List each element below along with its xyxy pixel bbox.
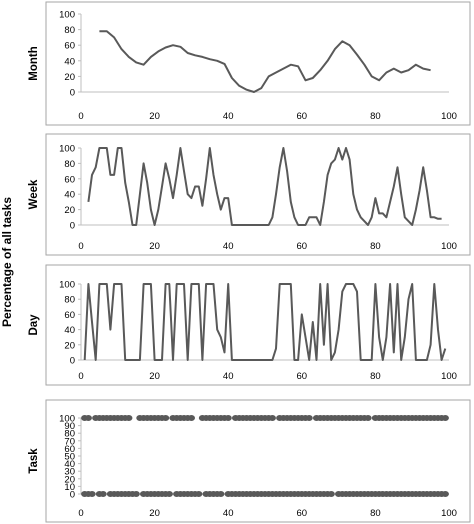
x-tick-label: 80 bbox=[370, 371, 381, 382]
x-tick-label: 100 bbox=[441, 508, 457, 519]
y-tick-label: 40 bbox=[64, 325, 75, 336]
data-point bbox=[224, 415, 232, 421]
y-tick-label: 80 bbox=[64, 295, 75, 306]
data-point bbox=[441, 491, 449, 497]
y-tick-label: 0 bbox=[70, 221, 75, 232]
y-tick-label: 10 bbox=[64, 482, 75, 493]
data-point bbox=[305, 415, 313, 421]
chart-panel-day: 0 20 40 60 80 100 0 20 40 60 80 100 Day bbox=[28, 264, 471, 386]
x-tick-label: 100 bbox=[441, 111, 457, 122]
data-point bbox=[187, 415, 195, 421]
x-tick-label: 0 bbox=[78, 111, 83, 122]
data-point bbox=[195, 491, 203, 497]
x-tick-label: 80 bbox=[370, 241, 381, 252]
chart-frame bbox=[45, 133, 471, 256]
y-tick-label: 60 bbox=[64, 444, 75, 455]
data-point bbox=[132, 491, 140, 497]
y-tick-label: 40 bbox=[64, 459, 75, 470]
chart-panel-week: 0 20 40 60 80 100 0 20 40 60 80 100 Week bbox=[28, 133, 471, 256]
y-tick-label: 80 bbox=[64, 25, 75, 36]
x-tick-label: 60 bbox=[297, 508, 308, 519]
y-tick-label: 60 bbox=[64, 41, 75, 52]
data-point bbox=[165, 491, 173, 497]
y-tick-label: 100 bbox=[59, 280, 75, 291]
data-point bbox=[125, 415, 133, 421]
y-tick-label: 60 bbox=[64, 310, 75, 321]
data-point bbox=[268, 415, 276, 421]
x-tick-label: 40 bbox=[223, 111, 234, 122]
data-point bbox=[217, 491, 225, 497]
y-axis-label-month: Month bbox=[28, 46, 40, 80]
y-tick-label: 80 bbox=[64, 159, 75, 170]
data-point bbox=[99, 491, 107, 497]
y-tick-label: 20 bbox=[64, 340, 75, 351]
x-tick-label: 60 bbox=[297, 371, 308, 382]
x-tick-label: 20 bbox=[149, 111, 160, 122]
y-tick-label: 20 bbox=[64, 205, 75, 216]
y-tick-label: 20 bbox=[64, 474, 75, 485]
data-point bbox=[327, 491, 335, 497]
x-tick-label: 20 bbox=[149, 241, 160, 252]
data-point bbox=[88, 491, 96, 497]
shared-y-axis-label: Percentage of all tasks bbox=[0, 197, 14, 327]
series-line-1 bbox=[83, 283, 447, 361]
x-tick-label: 80 bbox=[370, 111, 381, 122]
data-point bbox=[364, 415, 372, 421]
data-point bbox=[162, 415, 170, 421]
x-tick-label: 20 bbox=[149, 371, 160, 382]
x-tick-label: 80 bbox=[370, 508, 381, 519]
series-line-1 bbox=[87, 147, 442, 226]
x-tick-label: 0 bbox=[78, 508, 83, 519]
x-tick-label: 60 bbox=[297, 241, 308, 252]
x-tick-label: 20 bbox=[149, 508, 160, 519]
x-tick-label: 40 bbox=[223, 371, 234, 382]
y-tick-label: 20 bbox=[64, 72, 75, 83]
data-point bbox=[441, 415, 449, 421]
y-tick-label: 0 bbox=[70, 490, 75, 501]
chart-panel-month: 0 20 40 60 80 100 0 20 40 60 80 100 Month bbox=[28, 1, 471, 126]
x-tick-label: 100 bbox=[441, 371, 457, 382]
chart-frame bbox=[45, 1, 471, 126]
x-tick-label: 0 bbox=[78, 241, 83, 252]
y-axis-label-week: Week bbox=[28, 179, 40, 209]
y-tick-label: 100 bbox=[59, 144, 75, 155]
y-tick-label: 40 bbox=[64, 190, 75, 201]
y-tick-label: 30 bbox=[64, 467, 75, 478]
x-tick-label: 60 bbox=[297, 111, 308, 122]
y-tick-label: 60 bbox=[64, 174, 75, 185]
x-tick-label: 0 bbox=[78, 371, 83, 382]
x-tick-label: 100 bbox=[441, 241, 457, 252]
series-line-1 bbox=[99, 30, 431, 93]
x-tick-label: 40 bbox=[223, 508, 234, 519]
y-axis-label-day: Day bbox=[28, 314, 40, 336]
y-tick-label: 0 bbox=[70, 88, 75, 99]
y-tick-label: 50 bbox=[64, 452, 75, 463]
y-tick-label: 80 bbox=[64, 429, 75, 440]
y-tick-label: 70 bbox=[64, 436, 75, 447]
y-tick-label: 0 bbox=[70, 356, 75, 367]
y-tick-label: 40 bbox=[64, 56, 75, 67]
data-point bbox=[84, 415, 92, 421]
y-tick-label: 90 bbox=[64, 421, 75, 432]
x-tick-label: 40 bbox=[223, 241, 234, 252]
y-tick-label: 100 bbox=[59, 414, 75, 425]
y-tick-label: 100 bbox=[59, 10, 75, 21]
y-axis-label-task: Task bbox=[28, 448, 40, 474]
